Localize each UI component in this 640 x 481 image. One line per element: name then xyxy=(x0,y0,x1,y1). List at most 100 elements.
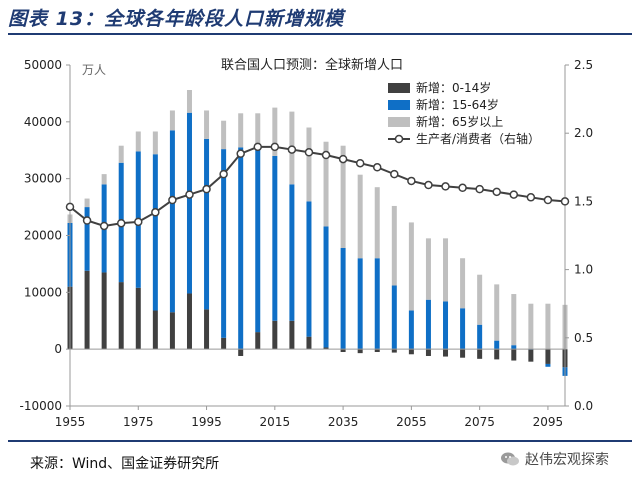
ratio-point xyxy=(543,195,553,205)
ratio-point xyxy=(560,197,570,206)
legend-swatch xyxy=(388,83,410,93)
bar-age-65-plus xyxy=(118,145,124,163)
bar-age-0-14 xyxy=(118,282,124,350)
axes-layer: -10000 0 10000 20000 30000 40000 50000 0.0 0.5 1.… xyxy=(19,58,593,429)
ratio-point xyxy=(509,190,519,199)
bar-age-65-plus xyxy=(408,222,414,311)
bar-age-15-64 xyxy=(238,147,244,350)
bar-age-0-14 xyxy=(135,287,141,350)
bar-age-0-14 xyxy=(511,349,517,361)
bar-age-0-14 xyxy=(528,349,534,362)
title-divider xyxy=(8,33,632,35)
bar-age-0-14 xyxy=(374,349,380,353)
left-tick-label: 30000 xyxy=(24,172,62,186)
ratio-point xyxy=(116,218,126,228)
bar-age-15-64 xyxy=(443,301,449,350)
x-tick-label: 2055 xyxy=(396,415,427,429)
left-tick-label: 50000 xyxy=(24,58,62,72)
bar-age-65-plus xyxy=(494,284,500,341)
bar-age-15-64 xyxy=(460,308,466,350)
bar-age-15-64 xyxy=(374,258,380,350)
bar-age-15-64 xyxy=(357,258,363,350)
bar-age-65-plus xyxy=(391,205,397,286)
bar-age-15-64 xyxy=(425,299,431,350)
bar-age-65-plus xyxy=(135,131,141,152)
bar-age-0-14 xyxy=(152,310,158,350)
bar-age-65-plus xyxy=(460,258,466,309)
bar-age-15-64 xyxy=(255,147,261,333)
bar-age-15-64 xyxy=(221,149,227,338)
ratio-series-line xyxy=(69,145,566,227)
legend-swatch xyxy=(388,100,410,110)
bar-age-15-64 xyxy=(152,154,158,311)
legend-label: 新增：65岁以上 xyxy=(416,114,503,129)
bar-age-15-64 xyxy=(306,201,312,337)
bar-age-0-14 xyxy=(477,349,483,359)
bar-age-15-64 xyxy=(477,324,483,350)
bar-age-0-14 xyxy=(425,349,431,356)
bar-age-15-64 xyxy=(289,184,295,321)
bar-age-65-plus xyxy=(169,110,175,131)
figure-title: 图表 13：全球各年龄段人口新增规模 xyxy=(8,8,345,30)
bar-age-65-plus xyxy=(545,303,551,350)
bar-age-15-64 xyxy=(169,130,175,313)
bar-age-0-14 xyxy=(340,349,346,353)
bar-age-0-14 xyxy=(289,320,295,350)
right-tick-label: 2.5 xyxy=(574,58,593,72)
bar-age-0-14 xyxy=(204,309,210,350)
brand-name: 赵伟宏观探索 xyxy=(525,452,609,468)
bar-age-65-plus xyxy=(306,127,312,202)
chart-title: 联合国人口预测：全球新增人口 xyxy=(221,57,403,73)
bar-age-0-14 xyxy=(186,293,192,350)
legend-label: 生产者/消费者（右轴） xyxy=(416,131,540,146)
bar-age-65-plus xyxy=(221,120,227,150)
bar-age-0-14 xyxy=(84,270,90,350)
footer-divider xyxy=(8,440,632,442)
bar-age-0-14 xyxy=(408,349,414,355)
legend-label: 新增：15-64岁 xyxy=(416,97,499,112)
bar-age-15-64 xyxy=(272,155,278,321)
unit-label: 万人 xyxy=(82,63,106,77)
ratio-point xyxy=(134,217,143,227)
ratio-point xyxy=(321,150,331,160)
right-tick-label: 2.0 xyxy=(574,126,593,140)
x-tick-label: 1995 xyxy=(191,415,222,429)
bar-age-65-plus xyxy=(357,174,363,259)
bar-age-15-64 xyxy=(323,226,329,348)
bar-age-0-14 xyxy=(221,337,227,350)
right-tick-label: 0.5 xyxy=(574,331,593,345)
bar-age-0-14 xyxy=(255,332,261,350)
bar-age-65-plus xyxy=(374,187,380,259)
bar-age-65-plus xyxy=(186,90,192,113)
bar-age-65-plus xyxy=(255,113,261,148)
x-tick-label: 2075 xyxy=(464,415,495,429)
x-tick-label: 2095 xyxy=(533,415,564,429)
bar-age-0-14 xyxy=(545,349,551,364)
bar-age-0-14 xyxy=(443,349,449,357)
bar-age-65-plus xyxy=(101,174,107,185)
bar-age-65-plus xyxy=(477,274,483,325)
bar-age-0-14 xyxy=(323,347,329,350)
ratio-point xyxy=(407,176,416,186)
ratio-point xyxy=(253,142,263,152)
ratio-point xyxy=(458,183,467,193)
bar-age-15-64 xyxy=(545,363,551,367)
bar-age-15-64 xyxy=(186,112,192,294)
ratio-point xyxy=(202,184,211,194)
bar-age-15-64 xyxy=(511,345,517,350)
bar-age-0-14 xyxy=(494,349,500,360)
bar-age-0-14 xyxy=(306,336,312,350)
bar-age-65-plus xyxy=(323,141,329,227)
ratio-line-layer xyxy=(65,142,570,231)
bar-layer xyxy=(67,90,568,376)
ratio-point xyxy=(65,202,75,212)
bar-age-15-64 xyxy=(204,138,210,310)
ratio-point xyxy=(372,163,382,172)
bar-age-0-14 xyxy=(272,320,278,350)
ratio-point xyxy=(304,148,314,157)
ratio-point xyxy=(441,182,450,191)
wechat-icon xyxy=(501,452,519,466)
bar-age-0-14 xyxy=(391,349,397,353)
ratio-point xyxy=(287,145,297,154)
